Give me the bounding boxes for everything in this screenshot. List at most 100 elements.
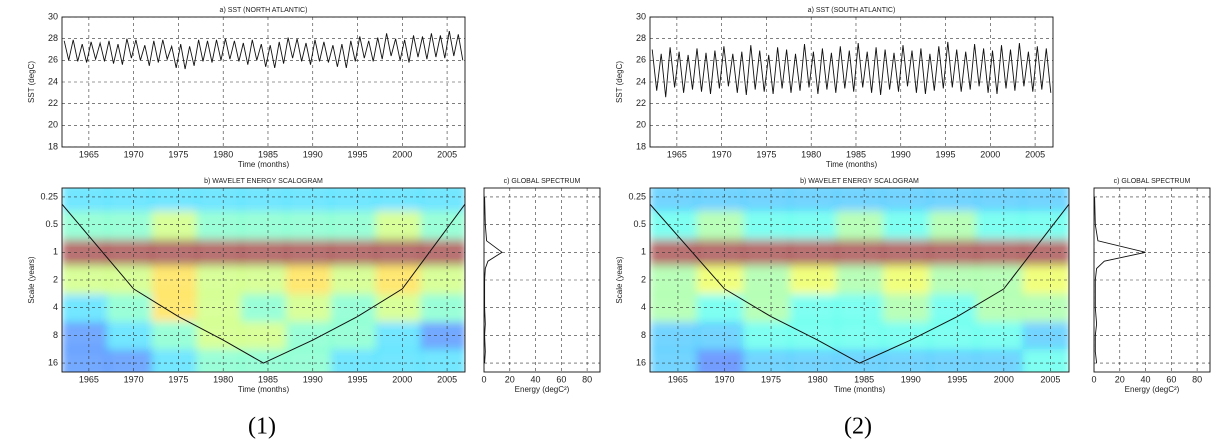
x-tick-label: 1975	[761, 374, 781, 384]
heat-cell	[929, 188, 977, 212]
y-tick-label: 4	[641, 302, 646, 312]
heat-cell	[836, 349, 884, 372]
plot-frame	[649, 16, 1054, 148]
heat-cell	[696, 210, 745, 240]
sst-line	[651, 41, 1052, 98]
plot-layer	[650, 17, 1053, 147]
heat-cell	[836, 210, 884, 240]
heat-cell	[285, 349, 332, 372]
heat-cell	[151, 188, 198, 212]
heat-cell	[743, 349, 791, 372]
plot-layer	[484, 188, 600, 372]
x-tick-label: 20	[1115, 374, 1125, 384]
plot-layer	[650, 188, 1069, 372]
x-axis-label: Time (months)	[238, 160, 290, 169]
x-tick-label: 1985	[854, 374, 874, 384]
y-axis-label: SST (degC)	[615, 61, 624, 103]
heat-cell	[743, 266, 791, 295]
heat-cell	[1022, 188, 1069, 212]
heat-cell	[882, 210, 931, 240]
heat-cell	[650, 266, 698, 295]
heat-cell	[1022, 210, 1069, 240]
x-tick-label: 1970	[124, 149, 144, 159]
heat-cell	[882, 321, 931, 351]
heat-cell	[975, 210, 1024, 240]
heat-cell	[330, 188, 377, 212]
heat-cell	[696, 321, 745, 351]
heat-cell	[62, 238, 108, 268]
figure-label: (1)	[248, 414, 276, 440]
heat-cell	[789, 238, 838, 268]
heat-cell	[420, 321, 465, 351]
y-tick-label: 24	[636, 76, 646, 86]
y-tick-label: 0.25	[628, 191, 646, 201]
heat-cell	[241, 349, 287, 372]
heat-cell	[743, 188, 791, 212]
heat-cell	[696, 266, 745, 295]
heat-cell	[330, 210, 377, 240]
heat-cell	[929, 293, 977, 323]
panel-title: b) WAVELET ENERGY SCALOGRAM	[800, 178, 919, 185]
x-tick-label: 1985	[258, 374, 278, 384]
heat-cell	[882, 349, 931, 372]
y-tick-label: 4	[53, 302, 58, 312]
heat-cell	[975, 349, 1024, 372]
heat-cell	[975, 293, 1024, 323]
y-tick-label: 0.5	[633, 219, 646, 229]
heat-cell	[196, 321, 243, 351]
heat-cell	[375, 238, 422, 268]
heat-cell	[929, 238, 977, 268]
cone-of-influence	[650, 203, 1069, 364]
heat-cell	[330, 238, 377, 268]
y-tick-label: 28	[48, 33, 58, 43]
heat-cell	[836, 238, 884, 268]
heat-cell	[650, 321, 698, 351]
x-tick-label: 1985	[846, 149, 866, 159]
heat-cell	[650, 188, 698, 212]
heat-cell	[62, 188, 108, 212]
heat-cell	[420, 188, 465, 212]
heat-cell	[285, 188, 332, 212]
heat-cell	[882, 188, 931, 212]
heat-cell	[62, 293, 108, 323]
heat-cell	[375, 293, 422, 323]
x-tick-label: 1980	[808, 374, 828, 384]
y-tick-label: 26	[636, 55, 646, 65]
heat-cell	[151, 210, 198, 240]
x-axis-label: Time (months)	[826, 160, 878, 169]
x-tick-label: 1985	[258, 149, 278, 159]
x-tick-label: 1995	[348, 149, 368, 159]
x-tick-label: 1990	[303, 374, 323, 384]
x-tick-label: 2000	[994, 374, 1014, 384]
x-tick-label: 40	[531, 374, 541, 384]
heat-cell	[151, 293, 198, 323]
plot-frame	[1093, 187, 1211, 373]
heat-cell	[196, 210, 243, 240]
x-tick-label: 2005	[437, 149, 457, 159]
plot-frame	[649, 187, 1070, 373]
heat-cell	[196, 349, 243, 372]
x-tick-label: 1975	[168, 374, 188, 384]
x-tick-label: 1965	[79, 149, 99, 159]
panel-title: c) GLOBAL SPECTRUM	[1114, 178, 1191, 185]
x-tick-label: 2000	[392, 374, 412, 384]
heat-cell	[929, 321, 977, 351]
x-tick-label: 60	[556, 374, 566, 384]
x-tick-label: 1980	[213, 374, 233, 384]
x-tick-label: 2005	[437, 374, 457, 384]
heat-cell	[650, 293, 698, 323]
heat-cell	[285, 238, 332, 268]
y-tick-label: 0.25	[40, 191, 58, 201]
sst-line	[63, 31, 464, 70]
heat-cell	[241, 321, 287, 351]
heat-cell	[375, 266, 422, 295]
heat-cell	[106, 238, 153, 268]
heat-cell	[106, 321, 153, 351]
heat-cell	[743, 210, 791, 240]
x-axis-label: Energy (degC²)	[1125, 385, 1180, 394]
x-tick-label: 1995	[348, 374, 368, 384]
y-tick-label: 20	[48, 120, 58, 130]
heat-cell	[882, 266, 931, 295]
heat-cell	[789, 188, 838, 212]
